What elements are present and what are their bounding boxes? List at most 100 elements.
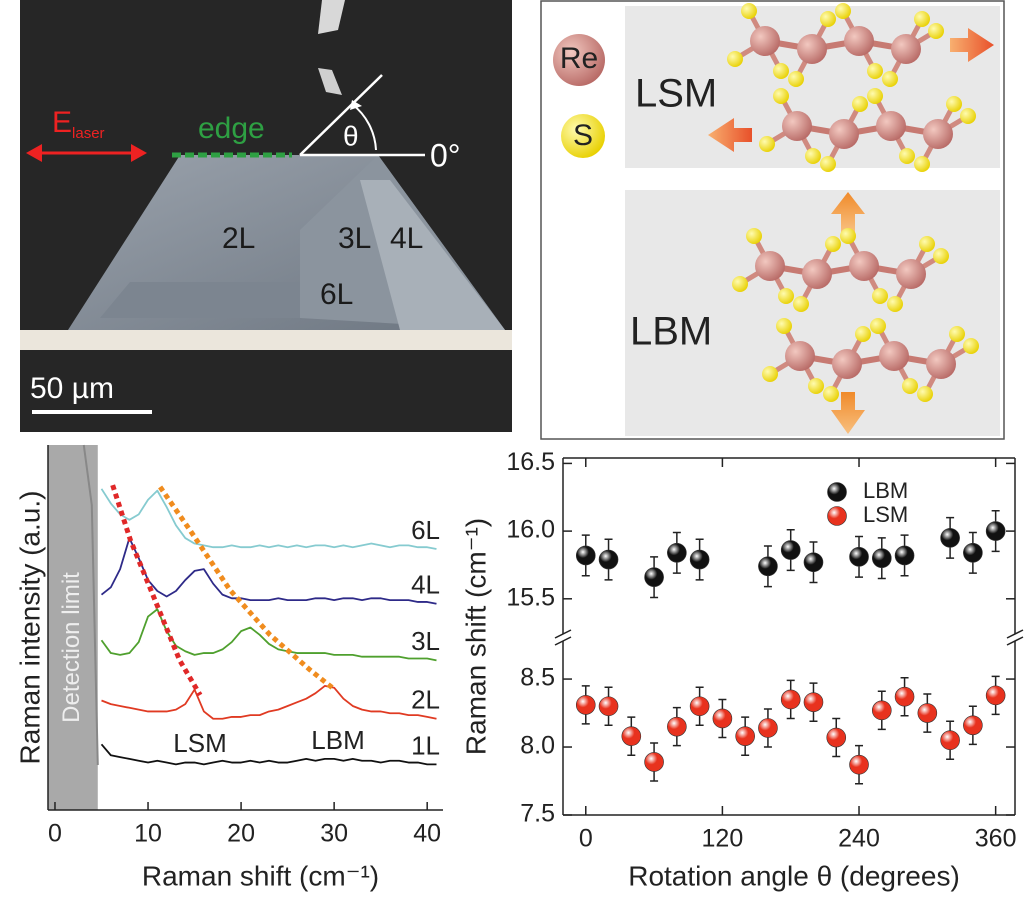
axis-break [554, 636, 572, 646]
re-atom [849, 251, 879, 281]
detection-band [48, 445, 98, 810]
point [849, 547, 869, 567]
spectrum-line [100, 608, 437, 662]
series-label: 1L [411, 730, 440, 760]
legend-label: LSM [863, 502, 908, 527]
s-atom [949, 326, 965, 342]
x-tick-label: 120 [702, 825, 744, 853]
re-atom-key [553, 34, 605, 86]
axis-break [1006, 636, 1024, 646]
s-atom [746, 228, 762, 244]
point [894, 545, 915, 566]
x-tick-label: 10 [134, 820, 162, 848]
point [826, 727, 847, 748]
s-atom [840, 228, 856, 244]
spectrum-line [101, 685, 437, 720]
re-atom [879, 341, 909, 371]
x-tick-label: 240 [838, 825, 880, 853]
s-atom [867, 63, 883, 79]
arc-arrow [350, 100, 362, 110]
point [575, 695, 596, 715]
s-atom [887, 296, 903, 312]
field-sub: laser [72, 125, 105, 142]
s-atom [872, 288, 888, 304]
s-atom [732, 276, 748, 292]
detection-edge [82, 444, 99, 766]
s-atom [825, 236, 841, 252]
point [780, 689, 801, 710]
re-atom [755, 251, 785, 281]
point [689, 549, 710, 570]
flake-layer [100, 282, 300, 318]
series-label: 3L [411, 626, 440, 656]
mode-label: LBM [630, 310, 712, 354]
mode-label: LSM [635, 72, 717, 116]
debris [318, 0, 345, 34]
s-atom [835, 3, 851, 19]
flake-layer [360, 180, 505, 330]
point [917, 703, 938, 723]
point [963, 715, 983, 736]
s-atom [917, 386, 933, 402]
x-axis-label: Raman shift (cm⁻¹) [142, 860, 379, 891]
point [963, 542, 983, 563]
s-atom [928, 23, 944, 39]
y-tick-label: 8.0 [520, 732, 555, 760]
s-atom [902, 378, 918, 394]
trend-line [110, 484, 203, 697]
point [871, 700, 892, 721]
motion-arrow [708, 118, 752, 152]
x-tick-label: 30 [320, 820, 348, 848]
field-main: E [52, 106, 72, 139]
y-tick-label: 7.5 [520, 800, 555, 828]
s-atom [867, 88, 883, 104]
annotation: LBM [311, 725, 364, 755]
axis-break [1006, 629, 1024, 639]
re-atom [896, 259, 926, 289]
point [667, 716, 687, 737]
y-tick-label: 16.5 [506, 448, 555, 476]
atom-label: S [573, 119, 593, 152]
x-tick-label: 40 [413, 820, 441, 848]
point [644, 752, 664, 772]
motion-arrow [831, 192, 865, 232]
x-tick-label: 0 [48, 820, 62, 848]
point [780, 540, 801, 560]
point [985, 685, 1006, 706]
axis-break [554, 629, 572, 639]
annotation: LSM [173, 728, 226, 758]
s-atom [914, 11, 930, 27]
micrograph: Elaser edge θ 0° 2L 3L 4L 6L 50 µm [20, 0, 512, 432]
layer-label: 4L [390, 222, 423, 255]
re-atom [782, 111, 812, 141]
schematic: Re S LSM LBM [540, 0, 1005, 440]
s-atom [805, 148, 821, 164]
re-atom [832, 349, 862, 379]
point [758, 718, 778, 738]
s-atom [946, 96, 962, 112]
series-label: 4L [411, 570, 440, 600]
edge-label: edge [198, 112, 265, 145]
x-tick-label: 0 [579, 825, 593, 853]
s-atom [773, 63, 789, 79]
s-atom [870, 318, 886, 334]
point [712, 708, 733, 729]
y-tick-label: 8.5 [520, 664, 555, 692]
s-atom [963, 338, 979, 354]
s-atom [778, 288, 794, 304]
s-atom [727, 51, 743, 67]
point [621, 726, 642, 746]
point [758, 556, 778, 577]
motion-arrow [950, 28, 994, 62]
y-tick-label: 16.0 [506, 516, 555, 544]
trend-line [158, 485, 337, 692]
re-atom [750, 26, 780, 56]
point [735, 726, 755, 746]
point [871, 548, 892, 568]
s-atom [759, 136, 775, 152]
re-atom [829, 119, 859, 149]
legend-label: LBM [863, 478, 908, 503]
re-atom [802, 259, 832, 289]
